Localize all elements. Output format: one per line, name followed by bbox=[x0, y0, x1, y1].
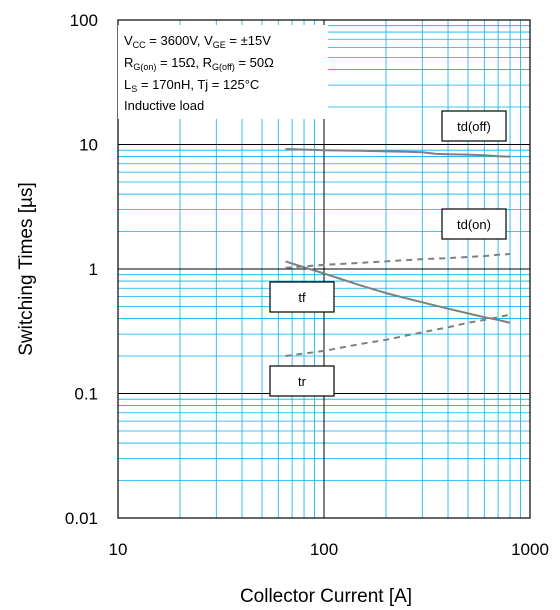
label-tr: tr bbox=[269, 365, 335, 397]
label-td-off-text: td(off) bbox=[457, 119, 491, 134]
x-tick-label: 10 bbox=[109, 540, 128, 559]
cond-1d: GE bbox=[213, 40, 226, 50]
cond-2d: G(off) bbox=[212, 62, 235, 72]
conditions-box-bg bbox=[118, 25, 328, 119]
condition-line-4: Inductive load bbox=[124, 98, 204, 113]
label-td-off-box bbox=[441, 110, 507, 142]
series-line-tdon bbox=[285, 253, 511, 269]
cond-1b: CC bbox=[133, 40, 146, 50]
series-line-tdoff bbox=[285, 148, 511, 158]
label-tf-box bbox=[269, 281, 335, 313]
cond-3a: L bbox=[124, 77, 131, 92]
cond-3c: = 170nH, Tj = 125°C bbox=[137, 77, 259, 92]
cond-1a: V bbox=[124, 33, 133, 48]
condition-line-1: VCC = 3600V, VGE = ±15V bbox=[124, 33, 271, 50]
condition-line-3: LS = 170nH, Tj = 125°C bbox=[124, 77, 259, 94]
cond-2b: G(on) bbox=[133, 62, 156, 72]
cond-2a: R bbox=[124, 55, 133, 70]
conditions-box: VCC = 3600V, VGE = ±15V RG(on) = 15Ω, RG… bbox=[118, 25, 328, 119]
y-axis-title: Switching Times [µs] bbox=[16, 182, 37, 356]
label-tf: tf bbox=[269, 281, 335, 313]
label-td-on: td(on) bbox=[441, 208, 507, 240]
label-tr-text: tr bbox=[298, 374, 307, 389]
label-td-on-box bbox=[441, 208, 507, 240]
cond-2e: = 50Ω bbox=[235, 55, 274, 70]
label-td-off: td(off) bbox=[441, 110, 507, 142]
series-layer bbox=[285, 148, 511, 357]
label-tr-box bbox=[269, 365, 335, 397]
cond-1c: = 3600V, V bbox=[146, 33, 213, 48]
y-tick-label: 0.01 bbox=[65, 509, 98, 528]
series-line-tr bbox=[285, 313, 511, 357]
y-tick-label: 100 bbox=[70, 11, 98, 30]
x-tick-labels: 10 100 1000 bbox=[109, 540, 549, 559]
condition-line-2: RG(on) = 15Ω, RG(off) = 50Ω bbox=[124, 55, 274, 72]
y-tick-label: 10 bbox=[79, 136, 98, 155]
plot-frame bbox=[117, 19, 531, 519]
x-tick-label: 1000 bbox=[511, 540, 549, 559]
cond-3b: S bbox=[131, 84, 137, 94]
x-tick-label: 100 bbox=[310, 540, 338, 559]
y-tick-label: 1 bbox=[89, 260, 98, 279]
y-tick-labels: 0.01 0.1 1 10 100 bbox=[65, 11, 98, 528]
label-td-on-text: td(on) bbox=[457, 217, 491, 232]
y-tick-label: 0.1 bbox=[74, 385, 98, 404]
cond-2c: = 15Ω, R bbox=[156, 55, 212, 70]
label-tf-text: tf bbox=[298, 290, 306, 305]
x-axis-title: Collector Current [A] bbox=[240, 586, 412, 607]
cond-1e: = ±15V bbox=[226, 33, 271, 48]
